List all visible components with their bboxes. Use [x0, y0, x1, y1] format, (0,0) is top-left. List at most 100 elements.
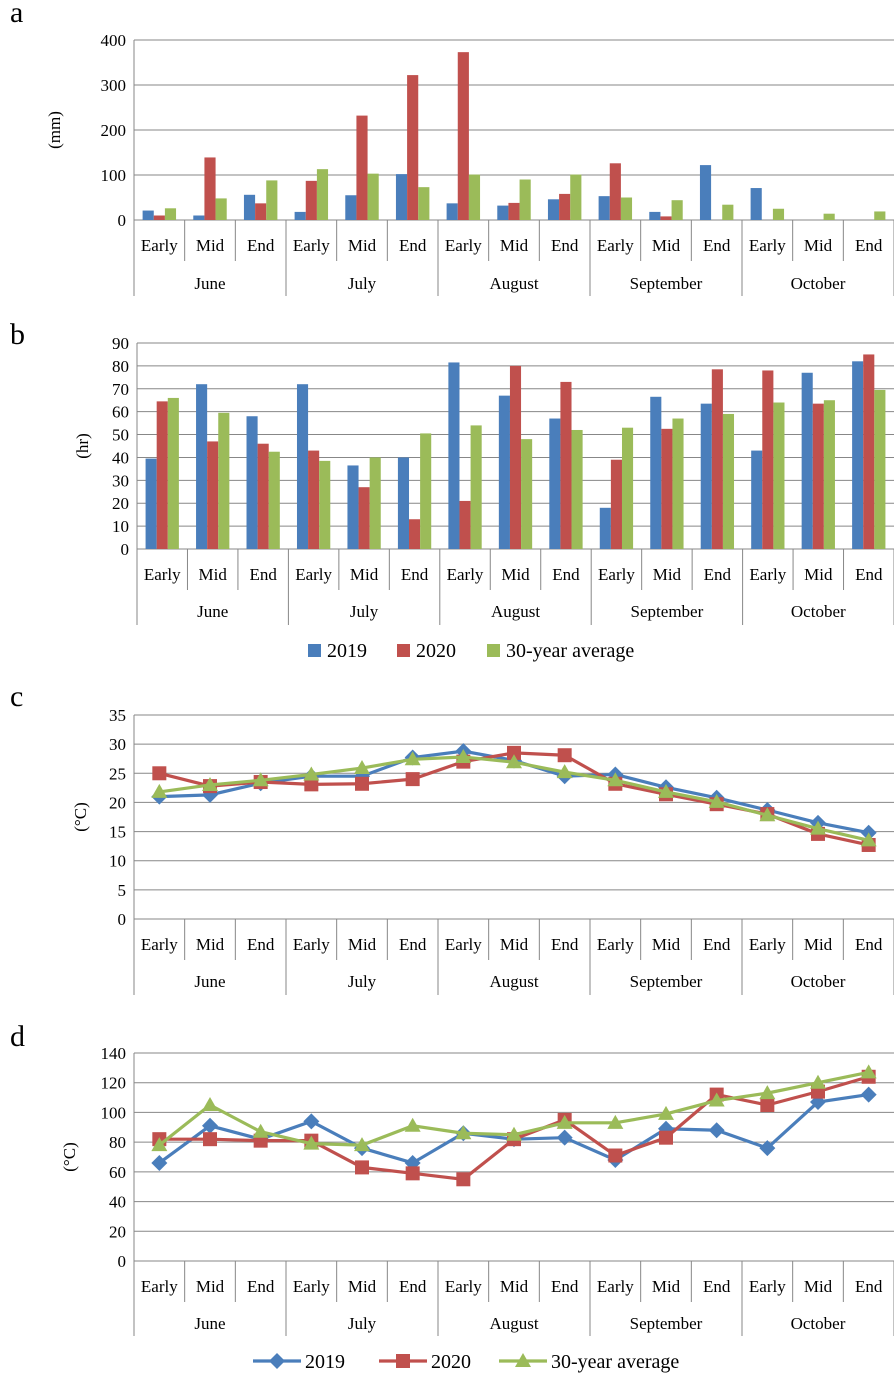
legend-label: 30-year average — [506, 640, 634, 662]
bar-2019 — [699, 165, 712, 220]
x-tick-label: Early — [597, 935, 634, 954]
y-tick-label: 100 — [101, 166, 127, 185]
point-30-year-average — [658, 783, 674, 798]
x-tick-label: End — [855, 935, 883, 954]
panel-letter-a: a — [10, 0, 23, 29]
bar-2019 — [599, 507, 611, 549]
bar-2019 — [650, 396, 662, 549]
point-30-year-average — [860, 1064, 877, 1079]
month-label: July — [348, 972, 377, 991]
point-30-year-average — [506, 754, 522, 769]
x-tick-label: Mid — [804, 935, 833, 954]
x-tick-label: Early — [141, 1277, 178, 1296]
bar-2019 — [294, 211, 306, 220]
point-2020 — [760, 1098, 775, 1112]
bar-2019 — [497, 205, 509, 220]
bar-30-year-average — [672, 418, 684, 549]
bar-2019 — [345, 195, 357, 220]
legend-marker — [269, 1353, 285, 1369]
x-tick-label: Mid — [804, 565, 833, 584]
x-tick-label: End — [551, 935, 579, 954]
bar-2020 — [762, 370, 774, 549]
bar-2020 — [560, 381, 572, 549]
point-30-year-average — [810, 1074, 826, 1089]
y-tick-label: 20 — [112, 494, 129, 513]
x-tick-label: Mid — [348, 1277, 377, 1296]
bar-30-year-average — [722, 204, 734, 220]
y-tick-label: 60 — [109, 1163, 126, 1182]
point-30-year-average — [303, 1135, 320, 1150]
x-tick-label: Early — [749, 565, 786, 584]
bar-2019 — [598, 196, 610, 220]
point-2020 — [507, 745, 521, 760]
bar-2020 — [559, 193, 571, 220]
month-label: September — [630, 972, 703, 991]
y-tick-label: 10 — [112, 517, 129, 536]
x-tick-label: Early — [293, 1277, 330, 1296]
chart-panel-c: 0 5 10 15 20 25 30 35 Early Mid End Early Mid End Earl… — [71, 706, 894, 995]
bar-2019 — [649, 211, 661, 220]
x-tick-label: Mid — [652, 1277, 681, 1296]
point-2019 — [759, 1140, 776, 1157]
bar-30-year-average — [319, 460, 331, 549]
point-2020 — [355, 776, 369, 791]
bar-2019 — [547, 199, 560, 220]
point-30-year-average — [354, 1137, 370, 1152]
month-label: August — [489, 1314, 538, 1333]
month-label: October — [791, 602, 846, 621]
bar-2019 — [296, 384, 309, 549]
point-30-year-average — [404, 751, 421, 766]
legend-label: 2019 — [305, 1351, 345, 1373]
bar-2019 — [196, 384, 208, 549]
legend-bars: 2019 2020 30-year average — [308, 640, 634, 662]
y-tick-label: 200 — [101, 121, 127, 140]
x-tick-label: Mid — [500, 935, 529, 954]
x-tick-label: Early — [293, 236, 330, 255]
bar-30-year-average — [266, 180, 278, 220]
legend-marker — [515, 1353, 531, 1367]
y-tick-label: 30 — [112, 471, 129, 490]
x-tick-label: Mid — [500, 236, 529, 255]
bar-2019 — [852, 361, 864, 549]
x-tick-label: End — [703, 1277, 731, 1296]
legend-label: 2020 — [431, 1351, 471, 1373]
chart-panel-a: 0 100 200 300 400 Early Mid End Early Mid End Early… — [45, 31, 894, 296]
bar-30-year-average — [874, 389, 886, 549]
bar-2019 — [448, 362, 460, 549]
point-2019 — [202, 1117, 218, 1134]
x-tick-label: End — [399, 1277, 427, 1296]
point-30-year-average — [151, 1137, 168, 1152]
x-tick-label: Mid — [653, 565, 682, 584]
point-30-year-average — [556, 764, 573, 779]
x-tick-label: Early — [445, 1277, 482, 1296]
point-2020 — [456, 1172, 471, 1187]
bar-2019 — [498, 395, 510, 549]
legend-marker — [396, 1354, 410, 1368]
bar-2020 — [508, 202, 520, 220]
bar-30-year-average — [167, 397, 179, 549]
y-tick-label: 50 — [112, 426, 129, 445]
bar-2019 — [700, 403, 712, 549]
point-30-year-average — [759, 807, 776, 822]
bar-2020 — [711, 369, 723, 549]
bar-30-year-average — [367, 173, 379, 220]
point-30-year-average — [658, 1105, 674, 1120]
x-tick-label: Mid — [500, 1277, 529, 1296]
bar-30-year-average — [369, 457, 381, 549]
bar-30-year-average — [164, 208, 177, 220]
y-tick-label: 70 — [112, 380, 129, 399]
point-2020 — [152, 766, 167, 781]
x-tick-label: Early — [141, 236, 178, 255]
bar-2020 — [358, 487, 370, 549]
point-2020 — [557, 748, 572, 763]
y-tick-label: 90 — [112, 334, 129, 353]
chart-panel-b: 0 10 20 30 40 50 60 70 80 90 Early Mid End Early Mid En… — [73, 334, 894, 625]
month-label: September — [631, 602, 704, 621]
bar-2019 — [750, 188, 762, 220]
bar-2019 — [246, 416, 258, 549]
y-tick-label: 400 — [101, 31, 127, 50]
bar-2019 — [347, 465, 359, 549]
point-30-year-average — [607, 772, 624, 787]
point-30-year-average — [303, 766, 320, 781]
y-tick-label: 20 — [109, 793, 126, 812]
